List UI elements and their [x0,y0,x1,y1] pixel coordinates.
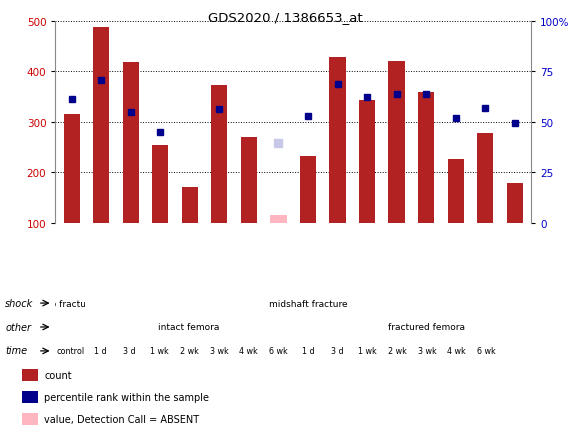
Bar [418,92,435,224]
Text: 4 wk: 4 wk [239,347,258,355]
Bar [506,183,523,224]
Bar [300,157,316,224]
Text: time: time [5,345,27,355]
Text: 3 wk: 3 wk [210,347,228,355]
Text: count: count [45,371,72,380]
Text: midshaft fracture: midshaft fracture [269,299,347,308]
Bar [123,63,139,224]
Text: 1 wk: 1 wk [150,347,169,355]
Bar [448,160,464,224]
Text: 6 wk: 6 wk [269,347,288,355]
Bar [477,134,493,224]
Text: value, Detection Call = ABSENT: value, Detection Call = ABSENT [45,414,199,424]
Text: 3 wk: 3 wk [417,347,436,355]
Text: intact femora: intact femora [159,323,220,332]
Text: shock: shock [5,298,34,308]
Bar [241,138,257,224]
Bar [22,369,38,381]
Text: fractured femora: fractured femora [388,323,465,332]
Bar [63,115,80,224]
Text: 3 d: 3 d [123,347,136,355]
Text: control: control [56,347,85,355]
Bar [270,216,287,224]
Bar [182,187,198,224]
Text: 1 d: 1 d [301,347,315,355]
Bar [152,145,168,224]
Text: percentile rank within the sample: percentile rank within the sample [45,392,210,402]
Text: 2 wk: 2 wk [180,347,199,355]
Text: 1 wk: 1 wk [358,347,377,355]
Text: 6 wk: 6 wk [477,347,496,355]
Bar [388,62,405,224]
Bar [359,101,375,224]
Text: GDS2020 / 1386653_at: GDS2020 / 1386653_at [208,11,363,24]
Text: 2 wk: 2 wk [388,347,407,355]
Bar [93,28,109,224]
Text: 1 d: 1 d [94,347,106,355]
Text: other: other [5,322,31,332]
Bar [270,216,287,224]
Text: 4 wk: 4 wk [447,347,466,355]
Bar [22,413,38,425]
Bar [329,58,345,224]
Bar [22,391,38,403]
Text: no fracture: no fracture [45,299,95,308]
Text: 3 d: 3 d [332,347,344,355]
Bar [211,86,227,224]
